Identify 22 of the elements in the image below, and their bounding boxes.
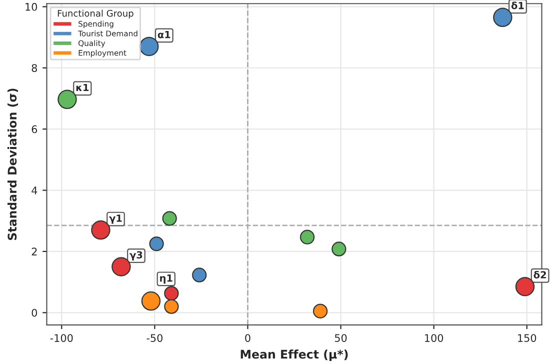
y-tick-label: 6 <box>32 125 38 134</box>
annotation: γ3 <box>130 251 142 260</box>
y-tick-label: 0 <box>32 308 38 317</box>
y-tick-label: 10 <box>26 2 38 11</box>
y-tick-label: 4 <box>32 186 38 194</box>
x-tick-label: 150 <box>518 334 536 342</box>
x-tick-label: 100 <box>425 334 444 342</box>
y-axis-title: Standard Deviation (σ) <box>7 88 18 240</box>
x-tick-label: 50 <box>334 334 347 342</box>
x-tick-label: -100 <box>50 334 73 342</box>
x-axis-title: Mean Effect (μ*) <box>240 350 348 361</box>
y-tick-label: 8 <box>32 64 38 72</box>
x-tick-label: 0 <box>245 334 250 342</box>
annotation: δ2 <box>534 270 546 278</box>
annotation: α1 <box>158 31 170 38</box>
annotation: η1 <box>160 274 172 284</box>
y-tick-label: 2 <box>32 248 37 256</box>
legend-title: Functional Group <box>58 10 134 18</box>
annotation: δ1 <box>511 2 524 10</box>
annotation: γ1 <box>109 214 122 224</box>
x-tick-label: -50 <box>146 334 162 342</box>
annotation: κ1 <box>76 84 89 92</box>
